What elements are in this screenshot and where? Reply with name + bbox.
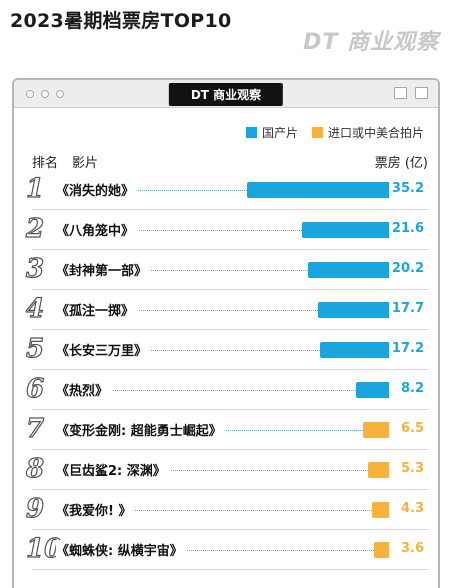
rank-label: 9 [25,493,45,524]
bar [319,342,389,358]
legend-swatch-domestic [245,127,257,138]
window-square-icon [415,87,428,99]
rank-label: 8 [25,453,45,484]
window-controls [394,87,428,99]
panel-brand-label: DT 商业观察 [168,83,284,106]
row-divider [32,329,428,330]
row-divider [32,369,428,370]
value-label: 5.3 [400,461,424,476]
chart-row: 8 《巨齿鲨2: 深渊》 5.3 [14,452,438,490]
leader-line [64,190,247,191]
legend-label-imported: 进口或中美合拍片 [327,126,424,140]
chart-legend: 国产片 进口或中美合拍片 [245,124,424,141]
rank-label: 4 [25,293,45,324]
bar [362,422,389,438]
chart-row: 1 《消失的她》 35.2 [14,172,438,210]
value-label: 20.2 [391,261,424,276]
row-divider [32,209,428,210]
value-label: 17.2 [391,341,424,356]
legend-item-domestic: 国产片 [245,124,298,141]
value-label: 4.3 [400,501,424,516]
header-value: 票房 (亿) [374,156,428,171]
window-titlebar: DT 商业观察 [14,80,438,108]
chart-panel: DT 商业观察 国产片 进口或中美合拍片 排名 影片 票房 (亿) 1 《消失的她… [12,78,440,588]
chart-row: 5 《长安三万里》 17.2 [14,332,438,370]
chart-row: 10 《蜘蛛侠: 纵横宇宙》 3.6 [14,532,438,570]
chart-row: 7 《变形金刚: 超能勇士崛起》 6.5 [14,412,438,450]
value-label: 35.2 [391,181,424,196]
bar [301,222,389,238]
row-divider [32,249,428,250]
rank-label: 7 [25,413,45,444]
chart-row: 3 《封神第一部》 20.2 [14,252,438,290]
chart-row: 2 《八角笼中》 21.6 [14,212,438,250]
page-title: 2023暑期档票房TOP10 [10,10,232,32]
chart-row: 6 《热烈》 8.2 [14,372,438,410]
leader-line [64,310,318,311]
value-label: 8.2 [400,381,424,396]
rank-label: 2 [25,213,45,244]
bar [367,462,389,478]
legend-swatch-imported [311,127,323,138]
legend-label-domestic: 国产片 [261,126,298,140]
rank-label: 6 [25,373,45,404]
value-label: 21.6 [391,221,424,236]
leader-line [64,230,302,231]
window-square-icon [394,87,407,99]
row-divider [32,569,428,570]
window-dot-icon [56,90,64,98]
film-label: 《消失的她》 [56,180,139,199]
leader-line [64,470,368,471]
film-label: 《长安三万里》 [56,340,152,359]
bar [247,182,389,198]
film-label: 《热烈》 [56,380,113,399]
rank-label: 3 [25,253,45,284]
leader-line [64,350,320,351]
legend-item-imported: 进口或中美合拍片 [311,124,424,141]
window-dot-icon [41,90,49,98]
window-dots [26,90,64,98]
bar [317,302,389,318]
leader-line [64,550,375,551]
value-label: 17.7 [391,301,424,316]
leader-line [64,390,356,391]
film-label: 《孤注一掷》 [56,300,139,319]
chart-row: 9 《我爱你! 》 4.3 [14,492,438,530]
film-label: 《变形金刚: 超能勇士崛起》 [56,420,226,439]
row-divider [32,449,428,450]
bar [307,262,389,278]
row-divider [32,489,428,490]
film-label: 《我爱你! 》 [56,500,136,519]
window-dot-icon [26,90,34,98]
rank-label: 5 [25,333,45,364]
film-label: 《八角笼中》 [56,220,139,239]
film-label: 《巨齿鲨2: 深渊》 [56,460,170,479]
film-label: 《封神第一部》 [56,260,152,279]
header-film: 影片 [72,156,99,171]
bar [355,382,389,398]
row-divider [32,289,428,290]
header-rank: 排名 [32,156,59,171]
film-label: 《蜘蛛侠: 纵横宇宙》 [56,540,187,559]
rank-label: 10 [25,533,63,564]
leader-line [64,510,372,511]
value-label: 3.6 [400,541,424,556]
row-divider [32,409,428,410]
value-label: 6.5 [400,421,424,436]
brand-watermark: DT 商业观察 [303,30,439,55]
bar [371,502,389,518]
rank-label: 1 [25,173,45,204]
chart-row: 4 《孤注一掷》 17.7 [14,292,438,330]
leader-line [64,270,308,271]
bar [374,542,389,558]
row-divider [32,529,428,530]
